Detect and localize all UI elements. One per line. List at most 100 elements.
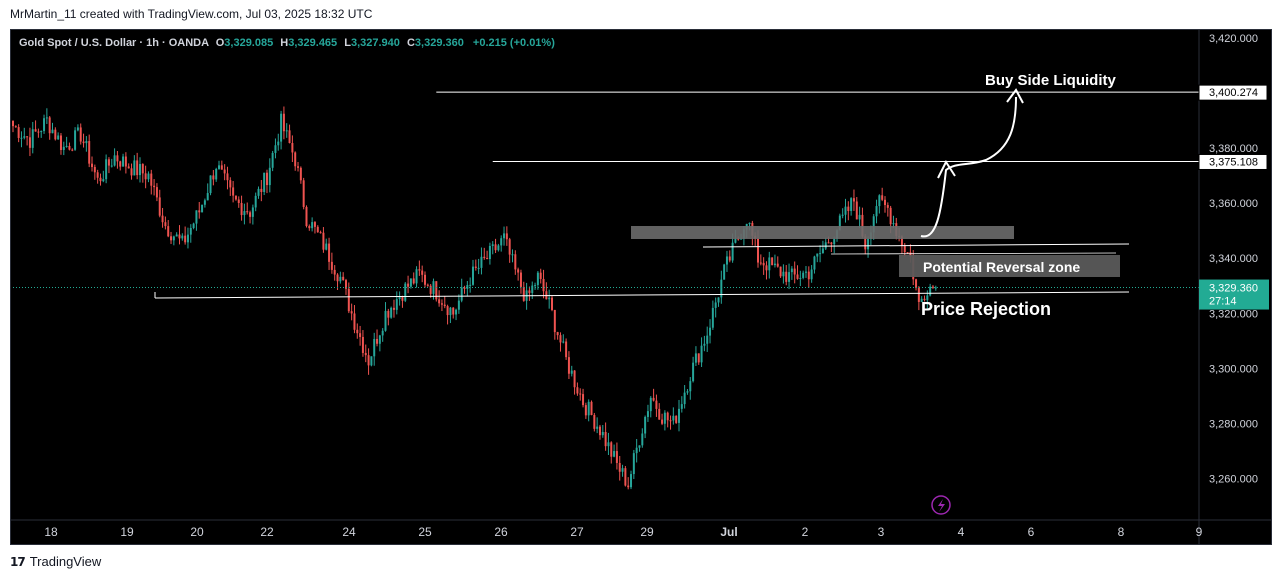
candle[interactable] (119, 160, 122, 171)
candle[interactable] (790, 266, 793, 280)
candle[interactable] (480, 247, 483, 275)
candle[interactable] (192, 222, 195, 230)
candle[interactable] (268, 158, 271, 193)
candle[interactable] (234, 195, 237, 201)
candle[interactable] (680, 396, 683, 413)
candle[interactable] (322, 227, 325, 253)
candle[interactable] (852, 189, 855, 211)
candle[interactable] (833, 236, 836, 254)
candle[interactable] (370, 356, 373, 367)
candle[interactable] (923, 295, 926, 302)
chart-frame[interactable]: Gold Spot / U.S. Dollar · 1h · OANDA O3,… (10, 29, 1272, 545)
candle[interactable] (508, 237, 511, 263)
candle[interactable] (178, 225, 181, 245)
candle[interactable] (311, 217, 314, 232)
candle[interactable] (709, 319, 712, 344)
candle[interactable] (878, 194, 881, 214)
level-price-tag[interactable]: 3,375.108 (1198, 153, 1268, 170)
candle[interactable] (316, 225, 319, 233)
candle[interactable] (257, 186, 260, 199)
candle[interactable] (91, 156, 94, 172)
candle[interactable] (531, 281, 534, 299)
candle[interactable] (443, 296, 446, 309)
candle[interactable] (76, 124, 79, 132)
candle[interactable] (514, 250, 517, 275)
candle[interactable] (373, 332, 376, 366)
candle[interactable] (34, 120, 37, 132)
candle[interactable] (477, 258, 480, 275)
candle[interactable] (263, 172, 266, 196)
candle[interactable] (488, 242, 491, 265)
candle[interactable] (347, 282, 350, 314)
candle[interactable] (573, 370, 576, 395)
candle[interactable] (706, 326, 709, 352)
candle[interactable] (466, 281, 469, 297)
candle[interactable] (113, 148, 116, 167)
candle[interactable] (505, 226, 508, 246)
candle[interactable] (392, 299, 395, 318)
candle[interactable] (463, 285, 466, 294)
candle[interactable] (206, 183, 209, 201)
candle[interactable] (542, 269, 545, 299)
candle[interactable] (587, 399, 590, 422)
candle[interactable] (426, 283, 429, 287)
candle[interactable] (630, 470, 633, 490)
candle[interactable] (816, 253, 819, 263)
supply-zone-box[interactable] (631, 226, 1014, 239)
candle[interactable] (553, 309, 556, 340)
reversal-zone-box[interactable] (899, 255, 1120, 277)
candle[interactable] (330, 252, 333, 274)
candle[interactable] (519, 269, 522, 294)
candle[interactable] (867, 236, 870, 258)
candle[interactable] (299, 166, 302, 184)
candle[interactable] (579, 388, 582, 401)
candle[interactable] (59, 133, 62, 155)
candle[interactable] (663, 410, 666, 431)
candle[interactable] (460, 278, 463, 303)
candle[interactable] (138, 157, 141, 183)
candle[interactable] (931, 285, 934, 289)
candle[interactable] (404, 282, 407, 303)
candle[interactable] (172, 235, 175, 246)
candle[interactable] (130, 163, 133, 180)
candle[interactable] (82, 133, 85, 148)
candle[interactable] (802, 270, 805, 280)
candle[interactable] (240, 195, 243, 221)
candle[interactable] (37, 128, 40, 138)
candle[interactable] (116, 150, 119, 169)
candle[interactable] (694, 346, 697, 367)
candle[interactable] (440, 299, 443, 312)
candle[interactable] (584, 402, 587, 419)
candle[interactable] (796, 265, 799, 280)
candle[interactable] (277, 133, 280, 151)
candle[interactable] (886, 202, 889, 217)
candle[interactable] (785, 265, 788, 286)
candle[interactable] (102, 170, 105, 183)
candle[interactable] (474, 259, 477, 271)
candle[interactable] (127, 163, 130, 169)
candle[interactable] (288, 124, 291, 144)
candle[interactable] (409, 278, 412, 289)
candle[interactable] (875, 199, 878, 224)
plot-area[interactable] (12, 91, 1199, 490)
candle[interactable] (246, 202, 249, 215)
candle[interactable] (511, 249, 514, 263)
candle[interactable] (613, 444, 616, 458)
candle[interactable] (503, 226, 506, 246)
candle[interactable] (107, 157, 110, 174)
candle[interactable] (438, 290, 441, 307)
candle[interactable] (776, 256, 779, 268)
zone-upper-line[interactable] (702, 243, 1130, 248)
candle[interactable] (452, 307, 455, 319)
candle[interactable] (819, 245, 822, 263)
candle[interactable] (342, 272, 345, 281)
candle[interactable] (683, 385, 686, 409)
candle[interactable] (677, 399, 680, 432)
candle[interactable] (855, 197, 858, 220)
candle[interactable] (491, 241, 494, 255)
candle[interactable] (804, 266, 807, 278)
time-axis[interactable]: 18 19 20 22 24 25 26 27 29 Jul 2 3 4 6 8 9 (11, 519, 1271, 539)
candle[interactable] (618, 456, 621, 481)
candle[interactable] (350, 303, 353, 321)
candle[interactable] (390, 306, 393, 319)
